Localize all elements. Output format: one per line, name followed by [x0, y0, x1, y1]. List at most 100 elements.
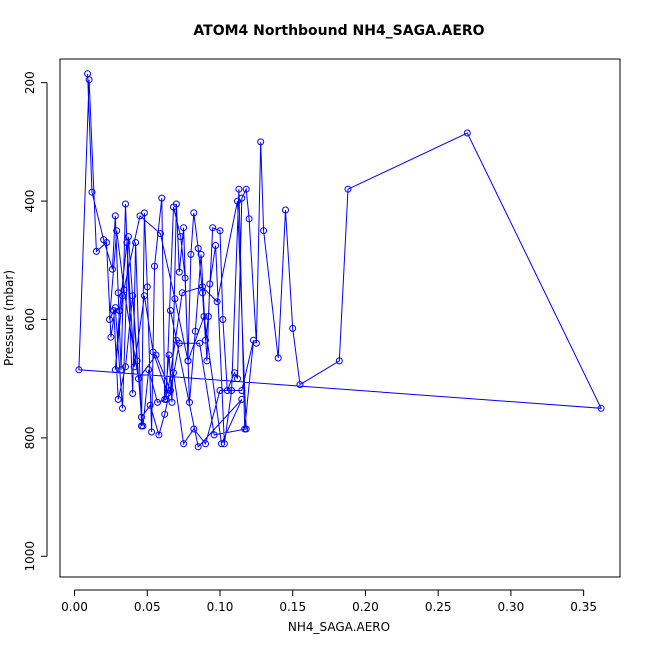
data-point: [133, 357, 141, 365]
data-point: [209, 224, 217, 232]
data-point: [165, 351, 173, 359]
data-point: [135, 375, 142, 383]
data-point: [175, 268, 183, 276]
data-point: [178, 289, 186, 297]
y-tick-label: 200: [23, 71, 37, 94]
data-point: [223, 387, 231, 394]
data-point: [156, 230, 164, 238]
data-point: [158, 194, 166, 202]
data-point: [106, 316, 113, 323]
data-point: [168, 398, 176, 406]
data-point: [149, 348, 157, 356]
data-point: [161, 410, 169, 418]
data-point: [138, 413, 145, 421]
data-point: [190, 425, 198, 433]
data-point: [119, 292, 126, 300]
y-axis-label: Pressure (mbar): [2, 270, 16, 366]
data-point: [180, 440, 188, 448]
data-point: [123, 239, 131, 246]
data-point: [250, 336, 257, 344]
data-point: [234, 375, 241, 383]
x-tick-label: 0.00: [61, 600, 88, 614]
data-point: [155, 431, 163, 439]
data-point: [184, 357, 192, 365]
data-point: [282, 206, 289, 214]
data-point: [88, 188, 96, 196]
x-tick-label: 0.15: [279, 600, 306, 614]
data-point: [116, 307, 124, 315]
data-point: [119, 404, 126, 412]
data-point: [296, 381, 304, 389]
data-point: [111, 212, 119, 220]
data-point: [177, 233, 185, 241]
data-point: [231, 369, 238, 377]
data-point: [132, 239, 140, 246]
data-point: [463, 129, 471, 137]
data-point: [219, 316, 227, 323]
data-point: [75, 366, 83, 374]
data-point: [204, 313, 212, 320]
data-point: [196, 339, 204, 347]
data-point: [108, 265, 116, 273]
data-point: [114, 395, 122, 403]
data-point: [139, 422, 147, 430]
data-point: [228, 387, 236, 394]
data-point: [235, 185, 243, 193]
data-point: [218, 440, 225, 448]
data-point: [146, 401, 154, 409]
data-point: [172, 336, 180, 344]
data-point: [148, 428, 156, 436]
data-point: [597, 404, 605, 412]
data-point: [245, 215, 253, 223]
data-point: [136, 212, 144, 220]
data-point: [242, 185, 250, 193]
series-line: [78, 73, 602, 448]
data-point: [154, 398, 161, 406]
data-point: [190, 209, 198, 217]
data-point: [111, 366, 119, 374]
y-axis: 200 400 600 800 1000: [23, 71, 48, 572]
x-axis: 0.00 0.05 0.10 0.15 0.20 0.25 0.30 0.35: [61, 589, 597, 614]
data-point: [130, 363, 138, 371]
data-point: [122, 363, 129, 371]
data-point: [167, 307, 174, 315]
data-point: [257, 138, 265, 146]
data-point: [344, 185, 352, 193]
data-point: [170, 203, 177, 211]
data-point: [85, 76, 93, 84]
data-point: [212, 242, 220, 249]
data-point: [289, 324, 297, 332]
data-point: [151, 262, 158, 270]
data-point: [197, 250, 205, 258]
data-point: [140, 292, 148, 300]
x-tick-label: 0.35: [570, 600, 597, 614]
data-point: [107, 333, 115, 341]
plot-frame: [59, 58, 621, 578]
data-point: [335, 357, 343, 365]
data-point: [129, 390, 137, 397]
plot-area: [75, 70, 605, 451]
data-point: [213, 298, 221, 306]
data-point: [242, 425, 250, 433]
data-point: [238, 387, 246, 394]
data-point: [171, 295, 179, 303]
data-point: [113, 227, 121, 235]
x-tick-label: 0.20: [352, 600, 379, 614]
x-axis-label: NH4_SAGA.AERO: [288, 620, 390, 634]
y-tick-label: 800: [23, 426, 37, 449]
data-point: [274, 354, 282, 362]
y-tick-label: 1000: [23, 541, 37, 572]
data-point: [194, 244, 202, 252]
data-point: [220, 440, 228, 448]
data-point: [103, 239, 110, 246]
data-point: [191, 327, 199, 335]
chart-title: ATOM4 Northbound NH4_SAGA.AERO: [193, 23, 484, 39]
data-point: [92, 247, 100, 255]
data-point: [216, 387, 224, 394]
data-point: [122, 200, 129, 208]
data-point: [187, 250, 195, 258]
data-point: [143, 283, 151, 291]
x-tick-label: 0.30: [498, 600, 525, 614]
data-point: [200, 313, 208, 320]
